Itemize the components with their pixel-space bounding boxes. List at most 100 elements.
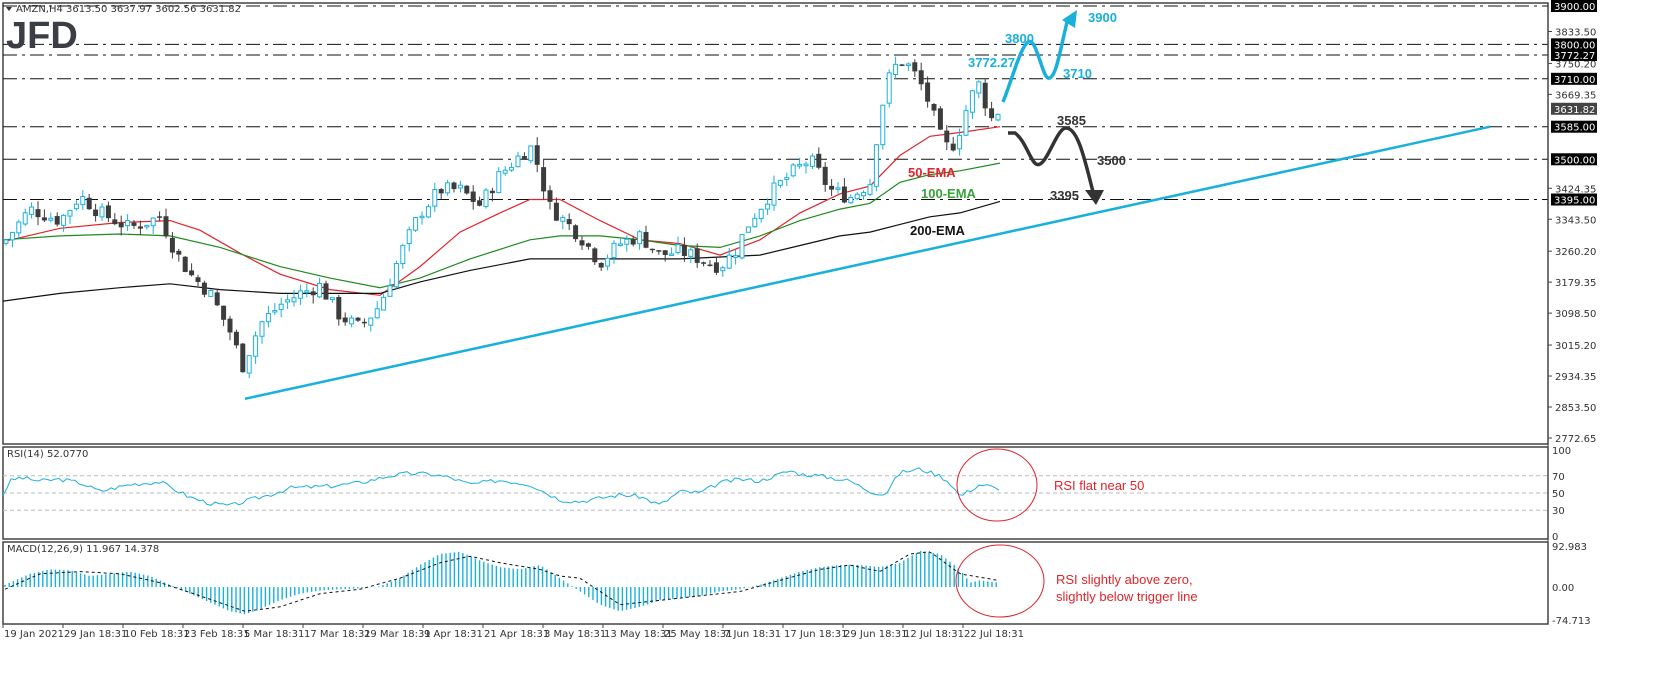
candle-body — [829, 185, 835, 190]
candle-body — [41, 217, 47, 221]
candle-body — [963, 110, 969, 136]
candle-body — [707, 264, 713, 267]
price-level-badge-label: 3710.00 — [1554, 75, 1595, 86]
macd-axis: 92.983 0.00 -74.713 — [1552, 542, 1591, 627]
candle-body — [611, 242, 617, 259]
bearish-scenario-arrow — [1008, 126, 1104, 205]
candle-body — [566, 219, 572, 225]
candle-body — [899, 64, 905, 66]
candle-body — [99, 206, 105, 218]
price-tick-label: 3750.20 — [1555, 59, 1596, 70]
candle-body — [419, 215, 425, 219]
price-level-badge-label: 3772.27 — [1554, 51, 1595, 62]
candle-body — [541, 167, 547, 192]
symbol-header: AMZN,H4 3613.50 3637.97 3602.56 3631.82 — [16, 4, 241, 15]
candle-body — [521, 156, 527, 159]
candle-body — [451, 182, 457, 190]
horizontal-levels[interactable] — [3, 5, 1548, 201]
candle-body — [867, 184, 873, 195]
candle-body — [483, 189, 489, 207]
candle-body — [253, 335, 259, 357]
candle-body — [329, 297, 335, 300]
collapse-triangle-icon[interactable] — [6, 7, 12, 11]
candle-body — [560, 216, 566, 222]
candle-body — [957, 134, 963, 150]
candle-body — [368, 317, 374, 326]
candle-body — [336, 296, 342, 320]
candle-body — [400, 245, 406, 265]
candle-body — [790, 164, 796, 177]
price-candles — [3, 56, 1001, 379]
candle-body — [918, 70, 924, 85]
rsi-tick-label: 70 — [1552, 472, 1565, 483]
candle-body — [502, 169, 508, 174]
price-axis[interactable]: 3833.50 3750.20 3669.35 3424.35 3343.50 3260.… — [1548, 0, 1597, 445]
candle-body — [765, 203, 771, 210]
candle-body — [605, 257, 611, 267]
candle-body — [803, 163, 809, 167]
candle-body — [880, 104, 886, 146]
candle-body — [553, 202, 559, 221]
support-trendline[interactable] — [244, 125, 1491, 401]
candle-body — [886, 72, 892, 104]
arrow-down-icon — [1085, 190, 1104, 205]
time-tick-label: 5 Mar 18:31 — [244, 629, 304, 640]
price-tick-label: 3343.50 — [1555, 215, 1596, 226]
candle-body — [73, 203, 79, 210]
price-tick-label: 3098.50 — [1555, 309, 1596, 320]
candle-body — [547, 190, 553, 202]
price-level-badge — [1551, 48, 1597, 61]
target-3395-label: 3395 — [1050, 188, 1079, 203]
macd-title: MACD(12,26,9) 11.967 14.378 — [7, 544, 159, 555]
candle-body — [809, 155, 815, 167]
candle-body — [169, 237, 175, 253]
ema100-label: 100-EMA — [921, 186, 977, 201]
rsi-highlight-circle — [956, 448, 1038, 522]
candle-body — [285, 299, 291, 303]
candle-body — [393, 262, 399, 288]
candle-body — [221, 305, 227, 320]
candle-body — [118, 222, 124, 228]
candle-body — [16, 221, 22, 234]
candle-body — [317, 282, 323, 298]
candle-body — [35, 209, 41, 218]
candle-body — [80, 196, 86, 206]
candle-body — [470, 191, 476, 202]
time-tick-label: 19 Jan 2021 — [4, 629, 64, 640]
candle-body — [733, 255, 739, 258]
candle-body — [297, 290, 303, 299]
candle-body — [681, 245, 687, 256]
candle-body — [163, 216, 169, 237]
candle-body — [240, 343, 246, 373]
price-level-badge-label: 3900.00 — [1554, 2, 1595, 13]
candle-body — [86, 197, 92, 210]
candle-body — [349, 317, 355, 325]
price-tick-label: 2853.50 — [1555, 403, 1596, 414]
candle-body — [617, 243, 623, 246]
price-tick-label: 3179.35 — [1555, 278, 1596, 289]
candle-body — [969, 90, 975, 113]
ema-line — [2, 126, 1001, 296]
candle-body — [713, 262, 719, 273]
candle-body — [150, 217, 156, 227]
candle-body — [598, 262, 604, 268]
candle-body — [489, 190, 495, 194]
candle-body — [950, 143, 956, 151]
candle-body — [649, 248, 655, 251]
candle-body — [893, 63, 899, 75]
rsi-tick-label: 0 — [1552, 532, 1558, 543]
candle-body — [861, 192, 867, 197]
time-tick-label: 29 Jan 18:31 — [64, 629, 127, 640]
candle-body — [905, 63, 911, 66]
price-level-badge-label: 3395.00 — [1554, 196, 1595, 207]
rsi-title: RSI(14) 52.0770 — [7, 449, 88, 460]
candle-body — [509, 166, 515, 171]
trendline[interactable] — [244, 125, 1491, 401]
price-level-badge — [1551, 72, 1597, 85]
candle-body — [937, 108, 943, 130]
ema-line — [2, 162, 1001, 289]
candle-body — [9, 231, 15, 241]
